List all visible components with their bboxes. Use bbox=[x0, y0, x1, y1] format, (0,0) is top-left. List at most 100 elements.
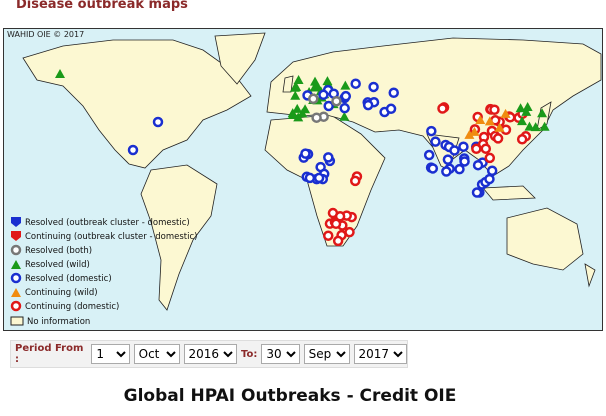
outbreak-marker bbox=[454, 163, 465, 175]
outbreak-marker bbox=[385, 103, 397, 115]
outbreak-marker bbox=[442, 154, 454, 165]
outbreak-marker bbox=[500, 108, 511, 118]
outbreak-marker bbox=[318, 89, 329, 101]
outbreak-marker bbox=[290, 90, 301, 100]
caption: Global HPAI Outbreaks - Credit OIE bbox=[123, 386, 457, 406]
outbreak-marker bbox=[368, 81, 379, 93]
outbreak-marker bbox=[427, 163, 439, 174]
outbreak-marker bbox=[489, 104, 500, 116]
legend-label: Resolved (both) bbox=[25, 246, 92, 256]
legend: Resolved (outbreak cluster - domestic) C… bbox=[10, 217, 197, 327]
outbreak-marker bbox=[484, 116, 495, 126]
to-year[interactable]: 2017 bbox=[353, 344, 407, 364]
outbreak-marker bbox=[287, 110, 298, 120]
period-form: Period From : 1 Oct 2016 To: 30 Sep 2017 bbox=[10, 340, 408, 368]
outbreak-marker bbox=[331, 95, 342, 107]
outbreak-marker bbox=[484, 173, 495, 185]
legend-label: Resolved (wild) bbox=[25, 260, 90, 270]
outbreak-marker bbox=[323, 152, 334, 163]
legend-label: Continuing (outbreak cluster - domestic) bbox=[25, 232, 197, 242]
legend-symbol bbox=[11, 231, 21, 241]
outbreak-marker bbox=[458, 141, 469, 152]
world-map: WAHID OIE © 2017 Resolved (outbreak clus… bbox=[3, 28, 603, 331]
outbreak-marker bbox=[423, 149, 435, 161]
legend-label: No information bbox=[27, 317, 90, 327]
greenland bbox=[214, 32, 266, 85]
to-day[interactable]: 30 bbox=[261, 344, 300, 364]
outbreak-marker bbox=[297, 108, 308, 118]
legend-symbol bbox=[10, 300, 22, 312]
legend-symbol bbox=[11, 217, 21, 227]
legend-symbol bbox=[10, 244, 22, 256]
outbreak-marker bbox=[388, 87, 399, 98]
outbreak-marker bbox=[291, 81, 302, 91]
legend-symbol bbox=[10, 316, 24, 326]
indonesia bbox=[482, 185, 536, 201]
outbreak-marker bbox=[475, 114, 486, 124]
outbreak-marker bbox=[339, 111, 350, 121]
from-month[interactable]: Oct bbox=[133, 344, 180, 364]
outbreak-marker bbox=[308, 93, 319, 105]
outbreak-marker bbox=[471, 143, 482, 155]
outbreak-marker bbox=[517, 116, 528, 126]
outbreak-marker bbox=[293, 75, 304, 85]
outbreak-marker bbox=[469, 126, 480, 136]
outbreak-marker bbox=[441, 166, 452, 177]
outbreak-marker bbox=[494, 122, 505, 132]
outbreak-marker bbox=[522, 101, 533, 111]
outbreak-marker bbox=[292, 103, 303, 113]
outbreak-marker bbox=[323, 100, 334, 112]
outbreak-marker bbox=[339, 102, 350, 114]
outbreak-marker bbox=[449, 145, 460, 156]
to-label: To: bbox=[241, 348, 258, 360]
legend-label: Continuing (domestic) bbox=[25, 302, 119, 312]
outbreak-marker bbox=[340, 80, 351, 90]
map-credit: WAHID OIE © 2017 bbox=[7, 30, 84, 39]
legend-symbol bbox=[11, 260, 21, 269]
from-year[interactable]: 2016 bbox=[183, 344, 237, 364]
outbreak-marker bbox=[300, 148, 311, 159]
outbreak-marker bbox=[459, 156, 470, 167]
outbreak-marker bbox=[311, 82, 322, 92]
outbreak-marker bbox=[332, 235, 344, 247]
outbreak-marker bbox=[334, 211, 346, 222]
south-america bbox=[140, 164, 218, 311]
outbreak-marker bbox=[362, 99, 374, 111]
outbreak-marker bbox=[472, 159, 484, 171]
to-month[interactable]: Sep bbox=[303, 344, 350, 364]
outbreak-marker bbox=[484, 152, 496, 164]
legend-label: Resolved (outbreak cluster - domestic) bbox=[25, 218, 190, 228]
outbreak-marker bbox=[127, 144, 139, 156]
from-day[interactable]: 1 bbox=[91, 344, 130, 364]
legend-symbol bbox=[11, 288, 21, 297]
outbreak-marker bbox=[426, 125, 437, 137]
outbreak-marker bbox=[304, 172, 316, 184]
outbreak-markers bbox=[55, 69, 550, 247]
outbreak-marker bbox=[471, 187, 483, 198]
outbreak-marker bbox=[152, 116, 164, 128]
outbreak-marker bbox=[313, 172, 325, 184]
outbreak-marker bbox=[323, 230, 334, 241]
australia bbox=[506, 207, 584, 271]
outbreak-marker bbox=[516, 134, 528, 145]
legend-label: Resolved (domestic) bbox=[25, 274, 112, 284]
outbreak-marker bbox=[537, 108, 548, 118]
outbreak-marker bbox=[430, 136, 441, 147]
outbreak-marker bbox=[524, 121, 535, 131]
outbreak-marker bbox=[349, 175, 361, 187]
outbreak-marker bbox=[539, 121, 550, 131]
new-zealand bbox=[584, 263, 596, 288]
outbreak-marker bbox=[530, 122, 541, 132]
outbreak-marker bbox=[486, 165, 498, 176]
outbreak-marker bbox=[437, 103, 448, 114]
page-title: Disease outbreak maps bbox=[16, 0, 188, 12]
outbreak-marker bbox=[480, 143, 492, 154]
outbreak-marker bbox=[310, 76, 321, 86]
outbreak-marker bbox=[340, 90, 352, 102]
britain bbox=[282, 75, 294, 93]
legend-symbol bbox=[10, 272, 22, 284]
north-america bbox=[22, 39, 252, 169]
outbreak-marker bbox=[350, 78, 361, 89]
legend-label: Continuing (wild) bbox=[25, 288, 98, 298]
